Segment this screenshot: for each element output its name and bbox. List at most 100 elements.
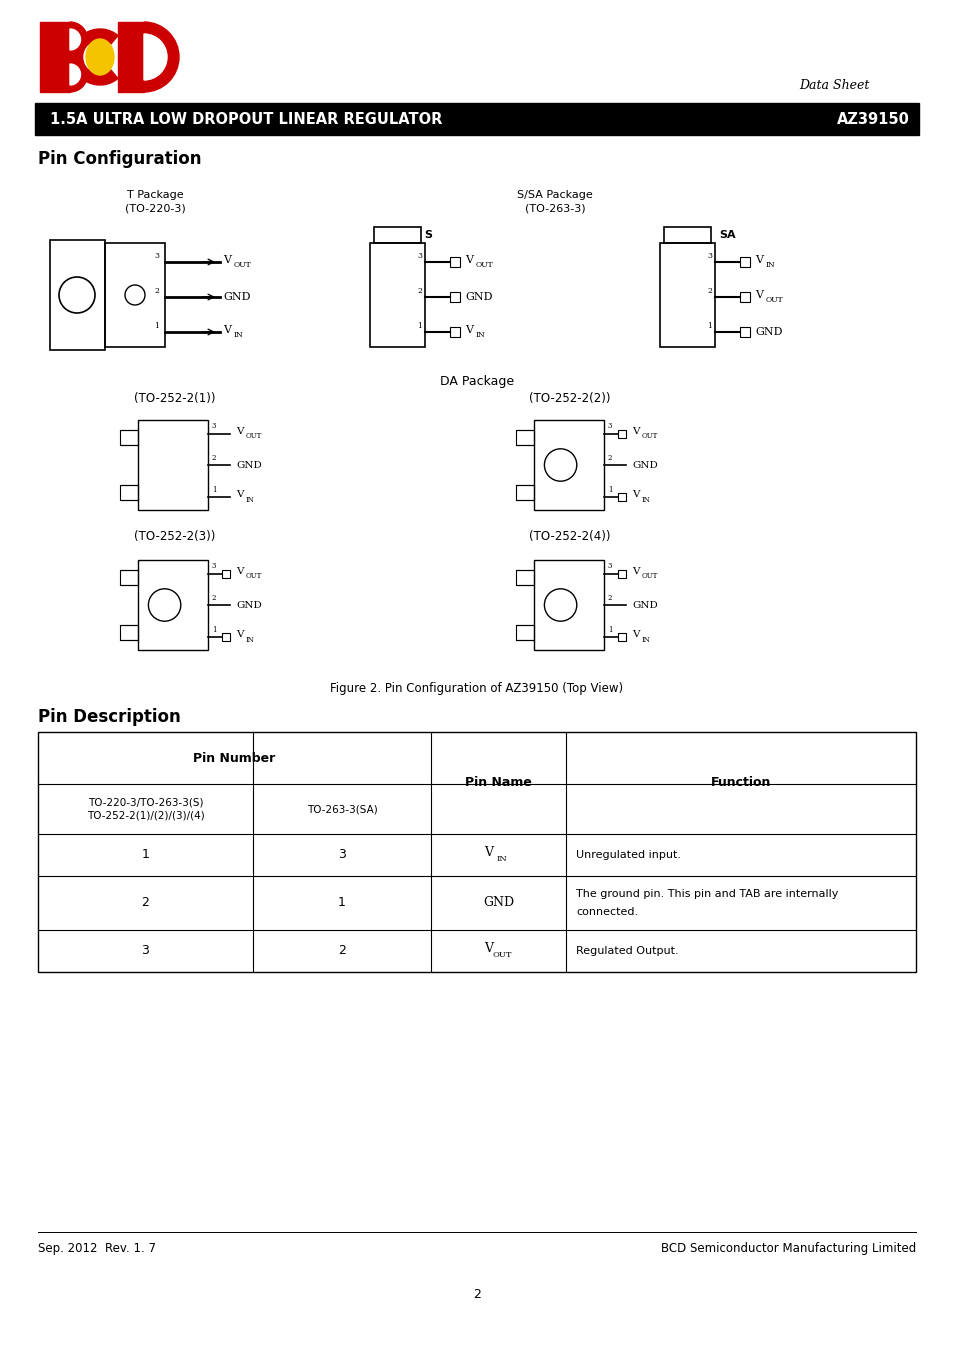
Text: TO-220-3/TO-263-3(S)
TO-252-2(1)/(2)/(3)/(4): TO-220-3/TO-263-3(S) TO-252-2(1)/(2)/(3)… bbox=[87, 798, 204, 821]
Bar bbox=[618, 570, 625, 578]
Text: V: V bbox=[235, 567, 243, 576]
Wedge shape bbox=[84, 40, 111, 73]
Text: 1.5A ULTRA LOW DROPOUT LINEAR REGULATOR: 1.5A ULTRA LOW DROPOUT LINEAR REGULATOR bbox=[50, 112, 442, 127]
Text: V: V bbox=[483, 942, 493, 956]
Text: IN: IN bbox=[233, 331, 244, 339]
Bar bbox=[618, 429, 625, 437]
Bar bbox=[120, 570, 138, 585]
Text: 1: 1 bbox=[212, 486, 216, 494]
Text: 2: 2 bbox=[416, 288, 421, 296]
Bar bbox=[534, 560, 603, 649]
Text: Figure 2. Pin Configuration of AZ39150 (Top View): Figure 2. Pin Configuration of AZ39150 (… bbox=[330, 682, 623, 695]
Bar bbox=[740, 327, 749, 338]
Text: V: V bbox=[754, 255, 762, 265]
Text: 3: 3 bbox=[212, 423, 216, 431]
Text: (TO-252-2(2)): (TO-252-2(2)) bbox=[529, 392, 610, 405]
Text: GND: GND bbox=[235, 460, 261, 470]
Text: V: V bbox=[631, 490, 639, 500]
Wedge shape bbox=[144, 34, 167, 80]
Text: (TO-252-2(3)): (TO-252-2(3)) bbox=[134, 531, 215, 543]
Bar bbox=[450, 292, 459, 302]
Text: V: V bbox=[235, 490, 243, 500]
Text: Function: Function bbox=[710, 776, 770, 790]
Text: 2: 2 bbox=[706, 288, 711, 296]
Bar bbox=[516, 570, 534, 585]
Text: DA Package: DA Package bbox=[439, 375, 514, 387]
Text: Pin Number: Pin Number bbox=[193, 752, 275, 764]
Text: 1: 1 bbox=[212, 625, 216, 633]
Text: V: V bbox=[631, 567, 639, 576]
Bar bbox=[120, 625, 138, 640]
Text: IN: IN bbox=[641, 495, 650, 504]
Wedge shape bbox=[71, 28, 118, 85]
Text: 1: 1 bbox=[706, 323, 711, 329]
Bar bbox=[50, 240, 105, 350]
Text: BCD Semiconductor Manufacturing Limited: BCD Semiconductor Manufacturing Limited bbox=[660, 1242, 915, 1256]
Text: 2: 2 bbox=[607, 594, 612, 602]
Bar bbox=[118, 22, 144, 92]
Bar bbox=[222, 570, 230, 578]
Bar bbox=[120, 431, 138, 446]
Ellipse shape bbox=[86, 39, 113, 76]
Text: Unregulated input.: Unregulated input. bbox=[576, 850, 680, 860]
Bar bbox=[534, 420, 603, 510]
Text: 3: 3 bbox=[706, 252, 711, 261]
Text: 2: 2 bbox=[141, 896, 150, 910]
Text: T Package
(TO-220-3): T Package (TO-220-3) bbox=[125, 190, 185, 213]
Text: IN: IN bbox=[246, 636, 254, 644]
Bar bbox=[105, 243, 165, 347]
Bar bbox=[618, 493, 625, 501]
Bar bbox=[450, 256, 459, 267]
Bar bbox=[38, 732, 915, 972]
Text: GND: GND bbox=[235, 601, 261, 609]
Bar bbox=[120, 485, 138, 500]
Text: IN: IN bbox=[496, 855, 506, 863]
Text: S: S bbox=[423, 230, 432, 240]
Text: V: V bbox=[464, 255, 473, 265]
Wedge shape bbox=[70, 22, 88, 57]
Text: 1: 1 bbox=[607, 625, 612, 633]
Text: 2: 2 bbox=[337, 945, 346, 957]
Bar bbox=[659, 243, 714, 347]
Text: IN: IN bbox=[765, 261, 775, 269]
Text: V: V bbox=[223, 325, 231, 335]
Text: OUT: OUT bbox=[641, 572, 658, 580]
Text: OUT: OUT bbox=[765, 296, 783, 304]
Text: SA: SA bbox=[719, 230, 736, 240]
Bar bbox=[138, 560, 208, 649]
Text: 2: 2 bbox=[212, 594, 216, 602]
Text: Pin Configuration: Pin Configuration bbox=[38, 150, 201, 167]
Bar bbox=[663, 227, 710, 243]
Text: Sep. 2012  Rev. 1. 7: Sep. 2012 Rev. 1. 7 bbox=[38, 1242, 156, 1256]
Text: S/SA Package
(TO-263-3): S/SA Package (TO-263-3) bbox=[517, 190, 592, 213]
Text: OUT: OUT bbox=[493, 950, 512, 958]
Text: 1: 1 bbox=[154, 323, 159, 329]
Text: GND: GND bbox=[464, 292, 492, 302]
Text: V: V bbox=[223, 255, 231, 265]
Text: GND: GND bbox=[631, 601, 657, 609]
Bar bbox=[516, 431, 534, 446]
Text: V: V bbox=[754, 290, 762, 300]
Text: TO-263-3(SA): TO-263-3(SA) bbox=[306, 805, 377, 814]
Bar bbox=[450, 327, 459, 338]
Text: Data Sheet: Data Sheet bbox=[799, 80, 869, 92]
Text: 3: 3 bbox=[212, 563, 216, 571]
Text: V: V bbox=[483, 846, 493, 860]
Wedge shape bbox=[144, 22, 179, 92]
Text: OUT: OUT bbox=[641, 432, 658, 440]
Text: 1: 1 bbox=[607, 486, 612, 494]
Text: (TO-252-2(1)): (TO-252-2(1)) bbox=[134, 392, 215, 405]
Bar bbox=[138, 420, 208, 510]
Bar bbox=[370, 243, 424, 347]
Text: V: V bbox=[235, 427, 243, 436]
Text: Pin Description: Pin Description bbox=[38, 707, 180, 726]
Bar bbox=[516, 485, 534, 500]
Bar bbox=[374, 227, 420, 243]
Text: OUT: OUT bbox=[246, 572, 262, 580]
Text: 3: 3 bbox=[154, 252, 159, 261]
Text: OUT: OUT bbox=[233, 261, 252, 269]
Wedge shape bbox=[70, 28, 80, 50]
Text: 2: 2 bbox=[473, 1288, 480, 1301]
Bar bbox=[35, 103, 918, 135]
Text: The ground pin. This pin and TAB are internally: The ground pin. This pin and TAB are int… bbox=[576, 890, 838, 899]
